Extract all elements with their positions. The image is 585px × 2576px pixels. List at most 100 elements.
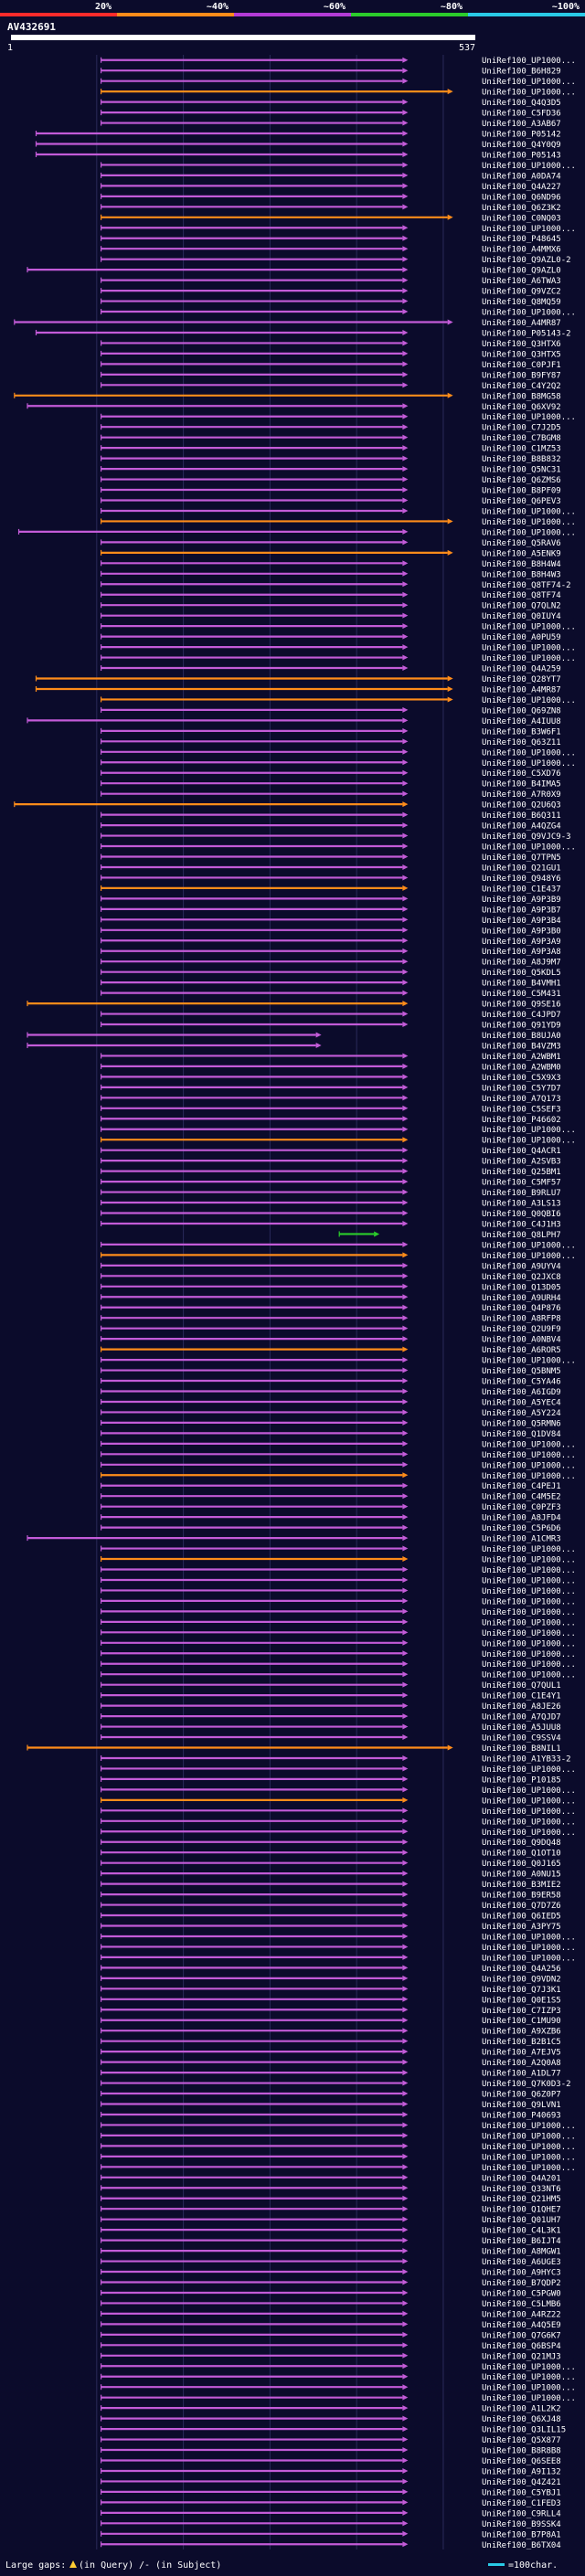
alignment-row: UniRef100_A6UGE3 bbox=[100, 2258, 561, 2267]
alignment-arrow bbox=[402, 1022, 409, 1028]
alignment-row: UniRef100_Q4Q3D5 bbox=[100, 99, 561, 108]
alignment-row: UniRef100_C9SSV4 bbox=[100, 1734, 561, 1744]
row-label: UniRef100_B4VZM3 bbox=[482, 1042, 561, 1051]
row-label: UniRef100_A8MGW1 bbox=[482, 2248, 561, 2257]
row-label: UniRef100_UP1000... bbox=[482, 1241, 576, 1250]
alignment-arrow bbox=[402, 1503, 409, 1510]
row-label: UniRef100_Q9LVN1 bbox=[482, 2101, 561, 2110]
row-label: UniRef100_UP1000... bbox=[482, 1461, 576, 1470]
alignment-arrow bbox=[402, 906, 409, 912]
alignment-row: UniRef100_B9RLU7 bbox=[100, 1189, 561, 1198]
alignment-row: UniRef100_A6ROR5 bbox=[100, 1346, 561, 1355]
alignment-row: UniRef100_A2WBM0 bbox=[100, 1063, 561, 1072]
row-label: UniRef100_C5LMB6 bbox=[482, 2300, 561, 2309]
alignment-row: UniRef100_A9P3B9 bbox=[100, 896, 561, 905]
row-label: UniRef100_Q6Z0P7 bbox=[482, 2091, 561, 2100]
alignment-arrow bbox=[402, 1147, 409, 1153]
alignment-arrow bbox=[402, 162, 409, 168]
row-label: UniRef100_B8B832 bbox=[482, 455, 561, 464]
alignment-row: UniRef100_UP1000... bbox=[100, 518, 576, 527]
row-label: UniRef100_Q4Y0Q9 bbox=[482, 141, 561, 150]
alignment-row: UniRef100_B2B1C5 bbox=[100, 2038, 561, 2047]
alignment-row: UniRef100_C0PZF3 bbox=[100, 1503, 561, 1512]
alignment-arrow bbox=[402, 413, 409, 419]
alignment-arrow bbox=[447, 518, 453, 525]
alignment-arrow bbox=[402, 1053, 409, 1059]
row-label: UniRef100_C1FED3 bbox=[482, 2499, 561, 2508]
row-label: UniRef100_Q13D05 bbox=[482, 1283, 561, 1292]
row-label: UniRef100_A0PU59 bbox=[482, 633, 561, 642]
row-label: UniRef100_C5YA46 bbox=[482, 1378, 561, 1387]
alignment-arrow bbox=[402, 885, 409, 891]
alignment-arrow bbox=[402, 2310, 409, 2316]
row-label: UniRef100_A6UGE3 bbox=[482, 2258, 561, 2267]
alignment-row: UniRef100_UP1000... bbox=[100, 696, 576, 705]
alignment-row: UniRef100_B8B832 bbox=[100, 455, 561, 464]
alignment-arrow bbox=[402, 665, 409, 672]
alignment-row: UniRef100_UP1000... bbox=[100, 843, 576, 853]
alignment-row: UniRef100_A5ENK9 bbox=[100, 549, 561, 558]
alignment-arrow bbox=[402, 1754, 409, 1761]
row-label: UniRef100_Q9DQ48 bbox=[482, 1839, 561, 1848]
alignment-row: UniRef100_P46602 bbox=[100, 1116, 561, 1125]
legend-label: ~80% bbox=[441, 2, 463, 12]
alignment-row: UniRef100_A4IUU8 bbox=[27, 717, 561, 726]
alignment-row: UniRef100_A0PU59 bbox=[100, 633, 561, 642]
alignment-arrow bbox=[402, 1116, 409, 1122]
alignment-row: UniRef100_Q8LPH7 bbox=[338, 1231, 561, 1240]
alignment-arrow bbox=[402, 1692, 409, 1699]
legend-segment bbox=[234, 13, 351, 16]
alignment-arrow bbox=[402, 2488, 409, 2495]
alignment-row: UniRef100_Q6XJ48 bbox=[100, 2415, 561, 2424]
alignment-arrow bbox=[402, 1902, 409, 1908]
alignment-row: UniRef100_C5PGW0 bbox=[100, 2289, 561, 2298]
row-label: UniRef100_C7BGM8 bbox=[482, 434, 561, 443]
alignment-arrow bbox=[402, 1283, 409, 1289]
alignment-row: UniRef100_UP1000... bbox=[100, 1765, 576, 1775]
alignment-arrow bbox=[402, 1304, 409, 1310]
alignment-row: UniRef100_Q0IUY4 bbox=[100, 612, 561, 621]
row-label: UniRef100_UP1000... bbox=[482, 2384, 576, 2393]
row-label: UniRef100_UP1000... bbox=[482, 1797, 576, 1806]
alignment-row: UniRef100_Q4A227 bbox=[100, 183, 561, 192]
alignment-arrow bbox=[447, 549, 453, 556]
alignment-row: UniRef100_C7J2D5 bbox=[100, 424, 561, 433]
legend-label: 20% bbox=[95, 2, 112, 12]
alignment-arrow bbox=[402, 2331, 409, 2337]
row-label: UniRef100_Q33NT6 bbox=[482, 2185, 561, 2194]
alignment-row: UniRef100_UP1000... bbox=[100, 2164, 576, 2173]
alignment-row: UniRef100_Q0J165 bbox=[100, 1860, 561, 1869]
row-label: UniRef100_UP1000... bbox=[482, 1660, 576, 1670]
alignment-arrow bbox=[402, 560, 409, 567]
alignment-row: UniRef100_UP1000... bbox=[100, 57, 576, 66]
row-label: UniRef100_Q3HTX5 bbox=[482, 350, 561, 359]
alignment-row: UniRef100_A9I132 bbox=[100, 2467, 561, 2476]
footer-in-query: (in Query) bbox=[79, 2560, 133, 2571]
row-label: UniRef100_UP1000... bbox=[482, 696, 576, 705]
alignment-arrow bbox=[402, 1734, 409, 1741]
alignment-row: UniRef100_C5MF57 bbox=[100, 1179, 561, 1188]
alignment-arrow bbox=[402, 1273, 409, 1279]
row-label: UniRef100_Q4Z421 bbox=[482, 2478, 561, 2487]
alignment-arrow bbox=[402, 403, 409, 409]
row-label: UniRef100_A0DA74 bbox=[482, 172, 561, 181]
row-label: UniRef100_A3LS13 bbox=[482, 1200, 561, 1209]
query-end: 537 bbox=[459, 43, 475, 53]
alignment-row: UniRef100_UP1000... bbox=[100, 1786, 576, 1796]
alignment-arrow bbox=[402, 256, 409, 262]
row-label: UniRef100_Q5RMN6 bbox=[482, 1419, 561, 1428]
alignment-row: UniRef100_B6IJT4 bbox=[100, 2237, 561, 2246]
alignment-arrow bbox=[402, 1996, 409, 2002]
alignment-row: UniRef100_UP1000... bbox=[100, 1797, 576, 1806]
row-label: UniRef100_UP1000... bbox=[482, 1629, 576, 1638]
row-label: UniRef100_A5JUU8 bbox=[482, 1723, 561, 1733]
alignment-row: UniRef100_UP1000... bbox=[100, 1639, 576, 1648]
alignment-arrow bbox=[447, 675, 453, 682]
row-label: UniRef100_UP1000... bbox=[482, 2373, 576, 2382]
alignment-row: UniRef100_Q7QUL1 bbox=[100, 1681, 561, 1691]
alignment-arrow bbox=[402, 1440, 409, 1447]
alignment-arrow bbox=[402, 131, 409, 137]
row-label: UniRef100_C7IZP3 bbox=[482, 2007, 561, 2016]
alignment-arrow bbox=[402, 2038, 409, 2044]
query-bar: AV432691 1 537 bbox=[7, 21, 475, 53]
